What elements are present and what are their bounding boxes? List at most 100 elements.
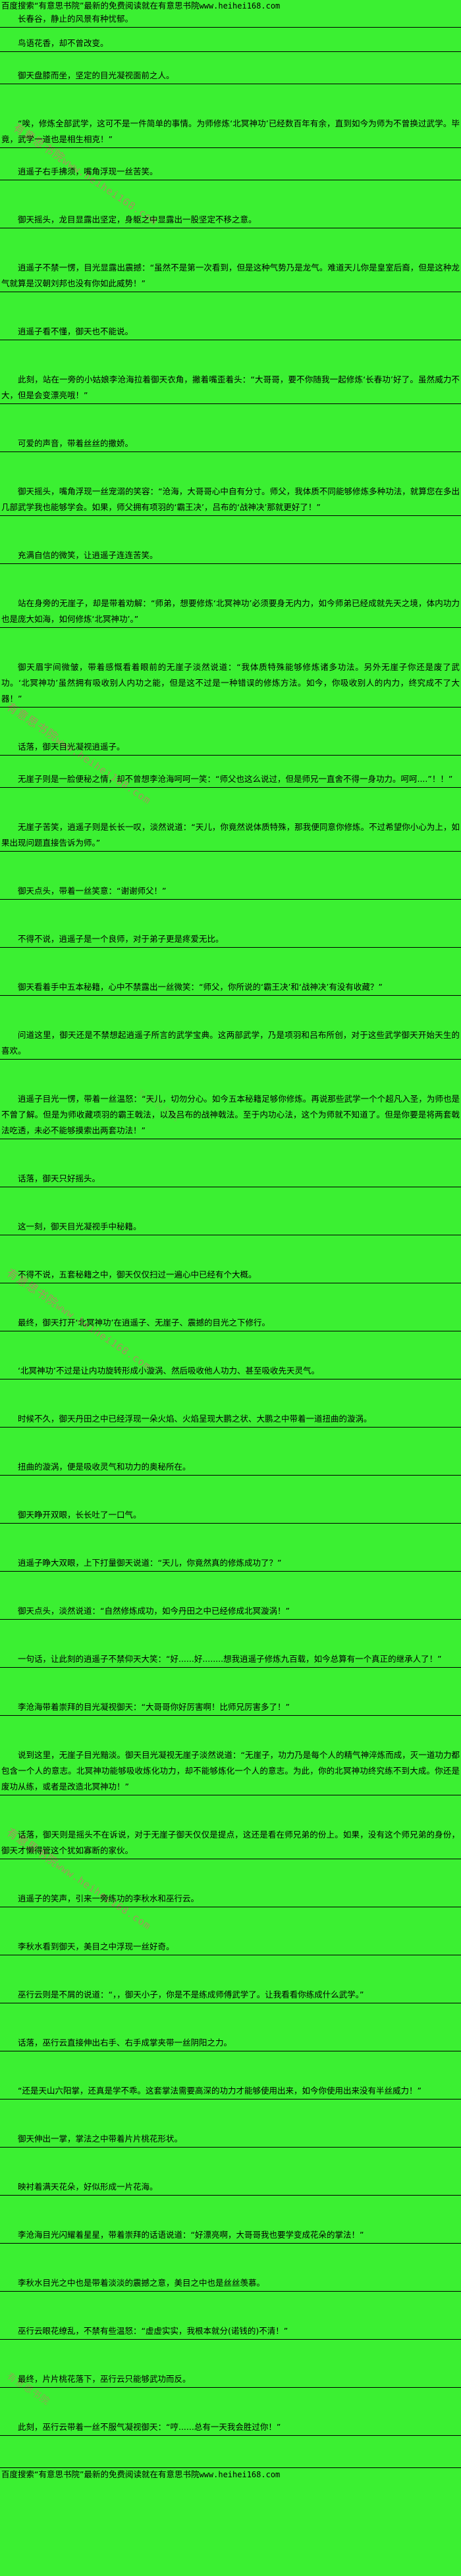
paragraph: 无崖子则是一脸便秘之情，却不曾想李沧海呵呵一笑：“师父也这么说过，但是师兄一直舍…: [0, 771, 461, 788]
paragraph-gap: [0, 628, 461, 659]
paragraph-gap: [0, 1283, 461, 1315]
paragraph: 逍遥子的笑声，引来一旁练功的李秋水和巫行云。: [0, 1891, 461, 1907]
paragraph: 映衬着满天花朵，好似形成一片花海。: [0, 2179, 461, 2196]
paragraph: 话落，御天则是摇头不在诉说，对于无崖子御天仅仅是提点，这还是看在师兄弟的份上。如…: [0, 1827, 461, 1859]
paragraph-gap: [0, 1139, 461, 1171]
paragraph: 御天睁开双眼，长长吐了一口气。: [0, 1507, 461, 1524]
paragraph-gap: [0, 452, 461, 484]
paragraph: 逍遥子目光一愣，带着一丝温怒：“天儿，切勿分心。如今五本秘籍足够你修炼。再说那些…: [0, 1091, 461, 1139]
paragraph-gap: [0, 52, 461, 68]
paragraph-gap: [0, 2388, 461, 2419]
paragraph: 御天伸出一掌，掌法之中带着片片桃花形状。: [0, 2131, 461, 2148]
paragraph: 说到这里，无崖子目光黯淡。御天目光凝视无崖子淡然说道：“无崖子，功力乃是每个人的…: [0, 1747, 461, 1795]
paragraph: 长春谷，静止的风景有种忧郁。: [0, 11, 461, 28]
paragraph: 话落，巫行云直接伸出右手、右手成掌夹带一丝阴阳之力。: [0, 2035, 461, 2051]
paragraph-gap: [0, 996, 461, 1027]
paragraph: 鸟语花香，却不曾改变。: [0, 36, 461, 52]
paragraph-gap: [0, 1524, 461, 1555]
site-banner-top-url: www.heihei168.com: [199, 1, 281, 11]
paragraph: 不得不说，逍遥子是一个良师，对于弟子更是疼爱无比。: [0, 931, 461, 948]
paragraph: 逍遥子看不懂，御天也不能说。: [0, 324, 461, 340]
paragraph-gap: [0, 2292, 461, 2323]
paragraph: 可爱的声音，带着丝丝的撒娇。: [0, 436, 461, 452]
site-banner-top-text: 百度搜索“有意思书院”最新的免费阅读就在有意思书院: [1, 1, 200, 11]
paragraph: 御天点头，带着一丝笑意：“谢谢师父！”: [0, 883, 461, 900]
paragraph-gap: [0, 1331, 461, 1363]
paragraph-gap: [0, 180, 461, 212]
paragraph-gap: [0, 1668, 461, 1699]
paragraph-gap: [0, 340, 461, 372]
paragraph: 这一刻，御天目光凝视手中秘籍。: [0, 1219, 461, 1235]
paragraph: 话落，御天只好摇头。: [0, 1171, 461, 1187]
paragraph: 最终，片片桃花落下，巫行云只能够武功而反。: [0, 2371, 461, 2388]
paragraph-gap: [0, 788, 461, 819]
paragraph: 逍遥子右手拂须，嘴角浮现一丝苦笑。: [0, 164, 461, 180]
paragraph-gap: [0, 2436, 461, 2467]
paragraph: “还是天山六阳掌，还真是学不乖。这套掌法需要高深的功力才能够使用出来，如今你使用…: [0, 2083, 461, 2099]
paragraph-gap: [0, 948, 461, 979]
paragraph: 御天眉宇间微皱，带着感慨看着眼前的无崖子淡然说道：“我体质特殊能够修炼诸多功法。…: [0, 659, 461, 708]
paragraph: 不得不说，五套秘籍之中，御天仅仅扫过一遍心中已经有个大概。: [0, 1267, 461, 1283]
paragraph: 站在身旁的无崖子，却是带着劝解：“师弟，想要修炼‘北冥神功’必须要身无内力，如今…: [0, 596, 461, 628]
paragraph-gap: [0, 900, 461, 931]
paragraph: 御天摇头，嘴角浮现一丝宠溺的笑容：“沧海，大哥哥心中自有分寸。师父，我体质不同能…: [0, 484, 461, 516]
paragraph-gap: [0, 2148, 461, 2179]
paragraph-gap: [0, 708, 461, 739]
paragraph: 巫行云眼花缭乱，不禁有些温怒：“虚虚实实，我根本就分(诺钱的)不清！”: [0, 2323, 461, 2340]
paragraph: 御天看着手中五本秘籍，心中不禁露出一丝微笑：“师父，你所说的‘霸王决’和‘战神决…: [0, 979, 461, 996]
paragraph: 问道这里，御天还是不禁想起逍遥子所言的武学宝典。这两部武学，乃是项羽和吕布所创，…: [0, 1027, 461, 1060]
paragraph-gap: [0, 852, 461, 883]
paragraph-gap: [0, 28, 461, 36]
paragraph-gap: [0, 2340, 461, 2371]
paragraph: 李秋水看到御天，美目之中浮现一丝好奇。: [0, 1939, 461, 1955]
paragraph: 时候不久，御天丹田之中已经浮现一朵火焰、火焰呈现大鹏之状、大鹏之中带着一道扭曲的…: [0, 1411, 461, 1428]
site-banner-top: 百度搜索“有意思书院”最新的免费阅读就在有意思书院www.heihei168.c…: [0, 0, 461, 11]
paragraph-gap: [0, 84, 461, 116]
paragraph-gap: [0, 1476, 461, 1507]
paragraph-gap: [0, 1379, 461, 1411]
paragraph-gap: [0, 564, 461, 596]
paragraph: 逍遥子不禁一愣，目光显露出震撼：“虽然不是第一次看到，但是这种气势乃是龙气。难道…: [0, 260, 461, 292]
paragraph-gap: [0, 228, 461, 260]
paragraph: 无崖子苦笑，逍遥子则是长长一叹，淡然说道：“天儿，你竟然说体质特殊，那我便同意你…: [0, 819, 461, 852]
paragraph-gap: [0, 292, 461, 324]
paragraph-gap: [0, 1716, 461, 1747]
paragraph-gap: [0, 2099, 461, 2131]
paragraph-gap: [0, 1060, 461, 1091]
paragraph: 充满自信的微笑，让逍遥子连连苦笑。: [0, 548, 461, 564]
paragraph: 御天摇头，龙目显露出坚定，身躯之中显露出一股坚定不移之意。: [0, 212, 461, 228]
paragraph-gap: [0, 2196, 461, 2227]
paragraph: 最终，御天打开‘北冥神功’在逍遥子、无崖子、震撼的目光之下修行。: [0, 1315, 461, 1331]
paragraph-gap: [0, 1428, 461, 1459]
paragraph-gap: [0, 1620, 461, 1651]
paragraph: 巫行云则是不屑的说道：“，，御天小子，你是不是练成师傅武学了。让我看看你练成什么…: [0, 1987, 461, 2003]
paragraph: 李秋水目光之中也是带着淡淡的震撼之意，美目之中也是丝丝羡慕。: [0, 2275, 461, 2292]
site-banner-bottom-text: 百度搜索“有意思书院”最新的免费阅读就在有意思书院: [1, 2469, 200, 2479]
paragraph-gap: [0, 1859, 461, 1891]
paragraph: 扭曲的漩涡，便是吸收灵气和功力的奥秘所在。: [0, 1459, 461, 1476]
paragraph: “唉，修炼全部武学，这可不是一件简单的事情。为师修炼‘北冥神功’已经数百年有余，…: [0, 116, 461, 148]
paragraph: 此刻，巫行云带着一丝不服气凝视御天：“哼......总有一天我会胜过你！”: [0, 2419, 461, 2436]
paragraph-gap: [0, 2003, 461, 2035]
paragraph-gap: [0, 516, 461, 548]
paragraph: 话落，御天目光凝视逍遥子。: [0, 739, 461, 756]
paragraph: 御天盘膝而坐，坚定的目光凝视面前之人。: [0, 68, 461, 84]
paragraph: 李沧海带着崇拜的目光凝视御天：“大哥哥你好厉害啊！比师兄厉害多了！”: [0, 1699, 461, 1716]
paragraph-gap: [0, 1795, 461, 1827]
paragraph-gap: [0, 2051, 461, 2083]
paragraph: 逍遥子睁大双眼，上下打量御天说道：“天儿，你竟然真的修炼成功了？”: [0, 1555, 461, 1572]
paragraph-gap: [0, 1572, 461, 1603]
site-banner-bottom: 百度搜索“有意思书院”最新的免费阅读就在有意思书院www.heihei168.c…: [0, 2467, 461, 2481]
paragraph: 李沧海目光闪耀着星星，带着崇拜的话语说道：“好漂亮啊，大哥哥我也要学变成花朵的掌…: [0, 2227, 461, 2244]
paragraph-gap: [0, 2244, 461, 2275]
paragraph-gap: [0, 1955, 461, 1987]
paragraph-gap: [0, 1187, 461, 1219]
paragraph-gap: [0, 756, 461, 771]
paragraph-gap: [0, 1907, 461, 1939]
paragraph-gap: [0, 404, 461, 436]
paragraph: 一句话，让此刻的逍遥子不禁仰天大笑：“好......好........想我逍遥子…: [0, 1651, 461, 1668]
paragraph: 御天点头，淡然说道：“自然修炼成功，如今丹田之中已经修成北冥漩涡！”: [0, 1603, 461, 1620]
paragraph-gap: [0, 148, 461, 164]
chapter-body: 长春谷，静止的风景有种忧郁。 鸟语花香，却不曾改变。 御天盘膝而坐，坚定的目光凝视面…: [0, 11, 461, 2467]
